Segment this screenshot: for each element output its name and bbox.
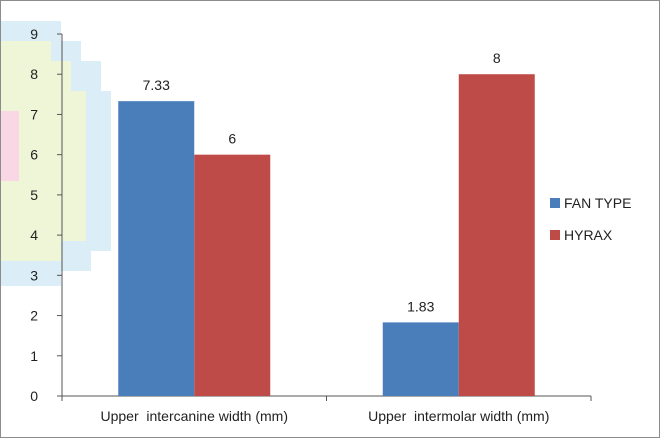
y-tick-label: 9 <box>30 26 38 42</box>
bar-hyrax-1 <box>194 154 271 396</box>
y-tick-label: 4 <box>30 227 38 243</box>
legend-swatch <box>550 198 560 208</box>
data-labels: 7.33 6 1.83 8 <box>143 50 501 314</box>
bar-hyrax-2 <box>458 74 535 396</box>
bar-fan-type-1 <box>118 101 195 396</box>
bar-fan-type-2 <box>382 322 459 396</box>
data-label: 1.83 <box>407 298 434 314</box>
x-axis-labels: Upper intercanine width (mm) Upper interm… <box>100 408 549 424</box>
y-axis-ticks: 0 1 2 3 4 5 6 7 8 9 <box>30 26 62 404</box>
y-tick-label: 2 <box>30 308 38 324</box>
x-category-label: Upper intermolar width (mm) <box>368 408 549 424</box>
legend-label: HYRAX <box>564 227 613 243</box>
data-label: 7.33 <box>143 77 170 93</box>
data-label: 8 <box>493 50 501 66</box>
x-category-label: Upper intercanine width (mm) <box>100 408 288 424</box>
y-tick-label: 5 <box>30 187 38 203</box>
y-tick-label: 6 <box>30 147 38 163</box>
y-tick-label: 1 <box>30 348 38 364</box>
legend-label: FAN TYPE <box>564 195 631 211</box>
y-tick-label: 3 <box>30 267 38 283</box>
legend: FAN TYPE HYRAX <box>550 195 631 243</box>
y-tick-label: 0 <box>30 388 38 404</box>
y-tick-label: 7 <box>30 106 38 122</box>
legend-swatch <box>550 230 560 240</box>
y-tick-label: 8 <box>30 66 38 82</box>
data-label: 6 <box>228 131 236 147</box>
bars <box>118 74 535 396</box>
background-watermark <box>1 21 111 286</box>
